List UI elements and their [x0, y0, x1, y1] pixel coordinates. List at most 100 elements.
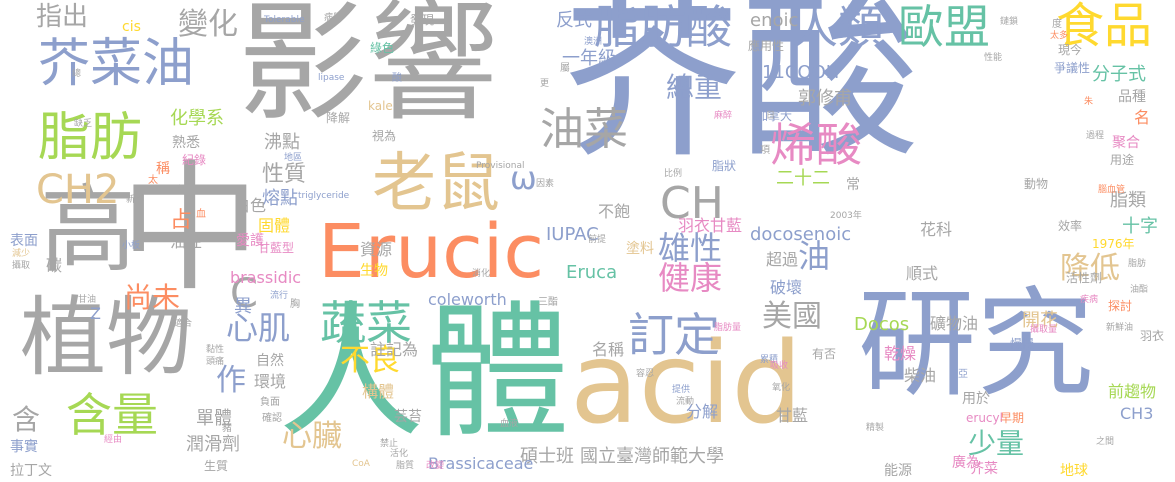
cloud-word: 日 [766, 111, 776, 121]
cloud-word: 含量 [66, 388, 158, 442]
cloud-word: 1976年 [1092, 237, 1135, 251]
cloud-word: 含 [12, 403, 41, 436]
cloud-word: 甘油 [78, 295, 97, 305]
cloud-word: 表面 [10, 233, 38, 249]
cloud-word: 亞 [958, 369, 968, 380]
cloud-word: enoic [750, 10, 799, 31]
cloud-word: 化學系 [170, 108, 224, 129]
cloud-word: 研究 [858, 275, 1095, 413]
cloud-word: 氧化 [772, 383, 791, 393]
cloud-word: ω [510, 159, 537, 197]
cloud-word: 健康 [658, 259, 723, 297]
cloud-word: 國立臺灣師範大學 [580, 446, 724, 467]
cloud-word: Erucic [318, 209, 545, 295]
cloud-word: 新鮮油 [1106, 323, 1134, 333]
cloud-word: 順式 [906, 264, 939, 283]
cloud-word: 羽衣 [1140, 329, 1165, 343]
cloud-word: 脂肪 [38, 108, 143, 168]
cloud-word: 資源 [360, 240, 393, 259]
cloud-word: 活性 [178, 185, 197, 195]
cloud-word: 地球 [1060, 463, 1088, 479]
cloud-word: 禁止 [380, 439, 399, 449]
cloud-word: CH2 [36, 167, 120, 213]
cloud-word: 名稱 [592, 340, 625, 359]
cloud-word: 人類 [792, 0, 884, 54]
cloud-word: 減少 [12, 249, 31, 259]
cloud-word: 流動 [676, 397, 695, 407]
cloud-word: 現今 [1058, 43, 1083, 57]
cloud-word: 分子式 [1092, 64, 1146, 85]
cloud-word: 血 [196, 209, 206, 220]
cloud-word: Docos [854, 314, 910, 335]
cloud-word: 油酯 [1130, 285, 1149, 295]
cloud-word: 更 [540, 79, 550, 89]
cloud-word: 加拿大 [756, 109, 793, 123]
cloud-word: 碳 [46, 256, 63, 275]
cloud-word: 攝取 [12, 261, 31, 271]
cloud-word: brassidic [230, 268, 302, 287]
cloud-word: 甘藍 [776, 406, 809, 425]
cloud-word: 黏性 [206, 345, 225, 355]
cloud-word: 地區 [284, 153, 303, 163]
cloud-word: 脂狀 [712, 159, 737, 173]
cloud-word: 破壞 [770, 278, 803, 297]
cloud-word: 反式 [556, 10, 592, 31]
cloud-word: 羽衣甘藍 [678, 216, 743, 235]
cloud-word: triglyceride [298, 191, 350, 201]
cloud-word: 鏈鎖 [1000, 17, 1019, 27]
cloud-word: 流行 [270, 291, 289, 301]
cloud-word: 碩士班 [520, 446, 574, 467]
cloud-word: 白色 [234, 196, 267, 215]
cloud-word: 腦血管 [1098, 185, 1126, 195]
cloud-word: 植物 [20, 288, 192, 388]
cloud-word: 容忍 [636, 369, 655, 379]
cloud-word: 訂定 [628, 308, 720, 362]
cloud-word: 二十二 [776, 168, 830, 189]
cloud-word: 少量 [968, 427, 1025, 460]
cloud-word: 十字 [1122, 216, 1158, 237]
cloud-word: 影響 [238, 0, 499, 139]
cloud-word: 廣為 [952, 455, 980, 471]
cloud-word: 雄性 [658, 229, 723, 267]
cloud-word: 朱 [1084, 97, 1094, 107]
cloud-word: 脂類 [1110, 190, 1146, 211]
cloud-word: 用於 [962, 391, 990, 407]
cloud-word: 固體 [258, 216, 291, 235]
cloud-word: 油性 [170, 232, 203, 251]
cloud-word: 熔點 [262, 188, 298, 209]
cloud-word: 有否 [812, 347, 837, 361]
cloud-word: 用途 [1110, 153, 1135, 167]
cloud-word: 愛護 [236, 233, 264, 249]
cloud-word: 前趨物 [1108, 382, 1157, 401]
cloud-word: 麻醉 [714, 111, 733, 121]
cloud-word: 芥酸 [563, 0, 919, 182]
cloud-word: 精製 [866, 423, 885, 433]
cloud-word: 性質 [262, 162, 307, 187]
cloud-word: CH3 [1120, 404, 1154, 423]
cloud-word: lipase [318, 73, 345, 83]
cloud-word: 過程 [1086, 131, 1105, 141]
cloud-word: 活化 [390, 449, 409, 459]
cloud-word: 太多 [1050, 31, 1069, 41]
cloud-word: 註記為 [370, 340, 419, 359]
cloud-word: 度 [1052, 19, 1062, 30]
cloud-word: 美國 [762, 299, 822, 334]
cloud-word: 適合 [174, 319, 193, 329]
cloud-word: 酸 [392, 73, 402, 84]
cloud-word: 生質 [204, 459, 229, 473]
cloud-word: 改變 [426, 461, 445, 471]
cloud-word: CoA [352, 459, 370, 469]
cloud-word: acid [570, 319, 803, 449]
cloud-word: 脂肪酸 [594, 0, 732, 54]
cloud-word: 單體 [196, 408, 232, 429]
cloud-word: 疾病 [1080, 295, 1099, 305]
cloud-word: 脂肪量 [714, 323, 742, 333]
cloud-word: 稱 [156, 161, 170, 177]
cloud-word: 食品 [1056, 0, 1153, 54]
cloud-word: 消化 [472, 269, 491, 279]
cloud-word: 超過 [766, 250, 799, 269]
cloud-word: 降解 [326, 111, 351, 125]
cloud-word: 吸收 [770, 361, 789, 371]
cloud-word: 血液 [500, 419, 519, 429]
cloud-word: 前提 [588, 235, 607, 245]
